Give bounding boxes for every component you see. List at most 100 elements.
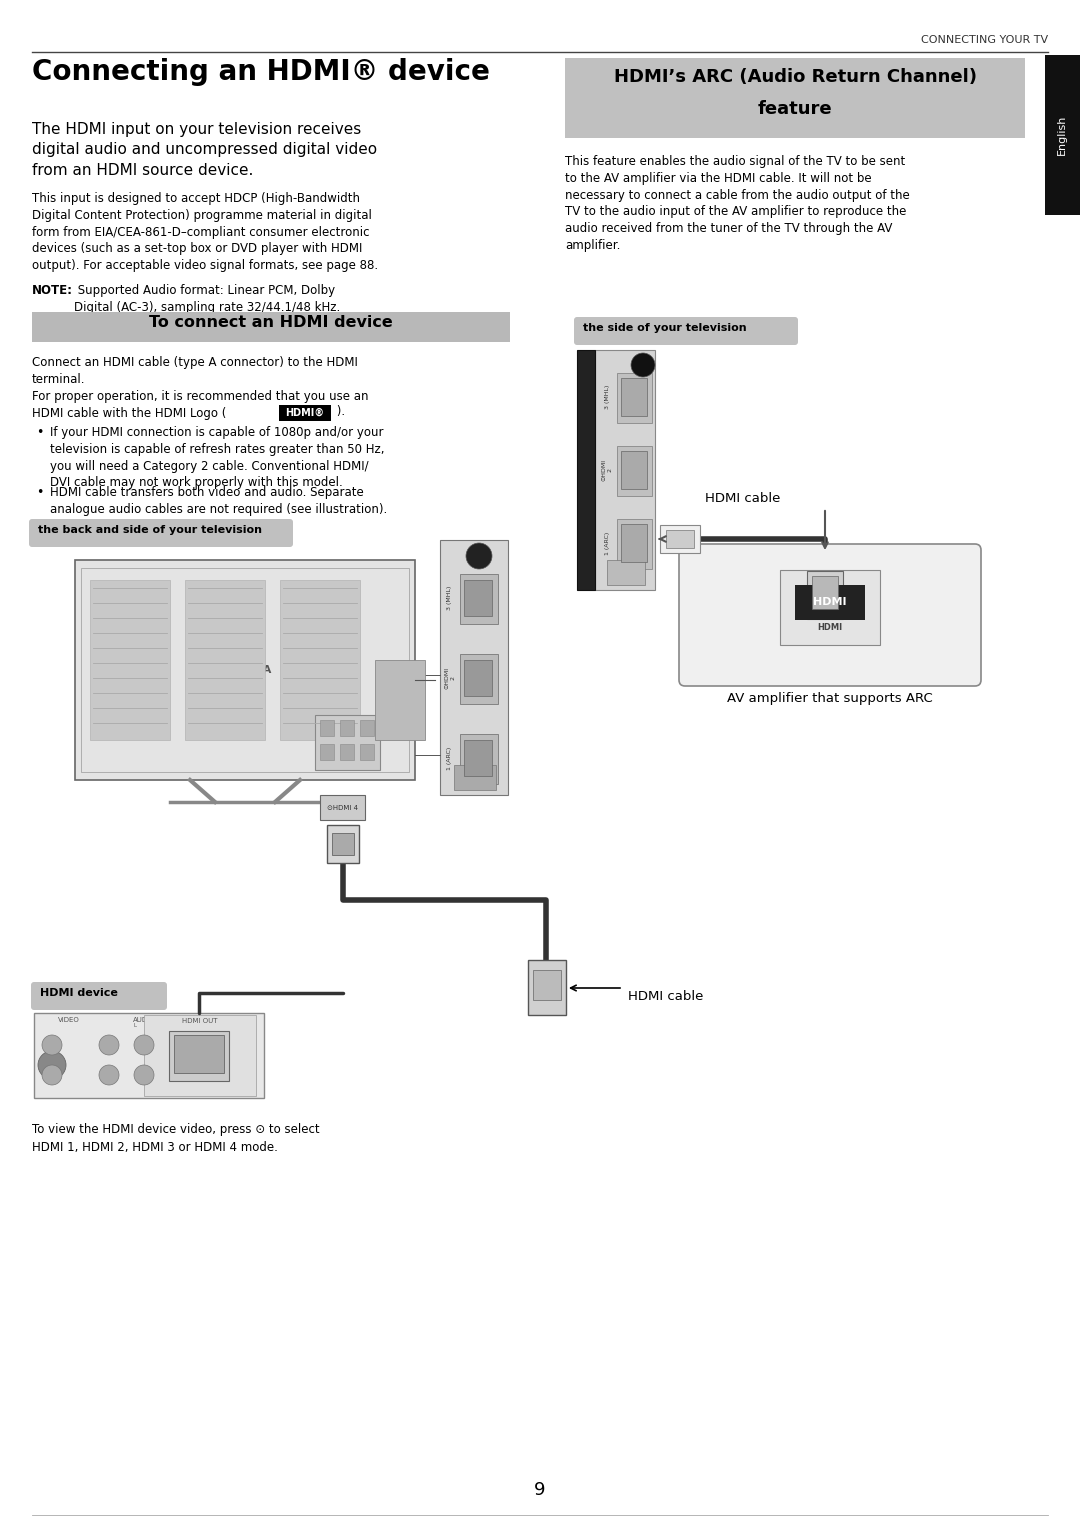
Bar (565, 58, 1025, 138)
Circle shape (38, 1050, 66, 1079)
Circle shape (631, 353, 654, 378)
Bar (617, 373, 652, 424)
Text: This feature enables the audio signal of the TV to be sent
to the AV amplifier v: This feature enables the audio signal of… (565, 154, 909, 252)
Bar (460, 654, 498, 703)
Bar (660, 524, 700, 553)
Text: HDMI cable transfers both video and audio. Separate
analogue audio cables are no: HDMI cable transfers both video and audi… (50, 486, 388, 515)
Bar (81, 567, 409, 772)
Bar (621, 524, 647, 563)
Bar (621, 378, 647, 416)
Bar (528, 960, 566, 1015)
Bar (464, 661, 492, 696)
Text: 1 (ARC): 1 (ARC) (447, 746, 453, 769)
Bar (90, 579, 170, 740)
Bar (595, 350, 654, 590)
Text: HDMI cable: HDMI cable (627, 989, 703, 1003)
Circle shape (99, 1066, 119, 1086)
Text: the side of your television: the side of your television (583, 323, 746, 333)
Circle shape (42, 1066, 62, 1086)
Text: the back and side of your television: the back and side of your television (38, 524, 262, 535)
Bar (174, 1035, 224, 1073)
Circle shape (42, 1035, 62, 1055)
Bar (375, 661, 426, 740)
Bar (440, 540, 508, 795)
Bar (460, 734, 498, 784)
Text: HDMI device: HDMI device (40, 988, 118, 998)
Text: HDMI: HDMI (813, 596, 847, 607)
Text: Connect an HDMI cable (type A connector) to the HDMI
terminal.: Connect an HDMI cable (type A connector)… (32, 356, 357, 385)
Bar (617, 518, 652, 569)
Bar (320, 720, 334, 735)
Text: OUT: OUT (138, 1078, 150, 1083)
Text: HDMI®: HDMI® (285, 408, 325, 417)
Text: TOSHIBA: TOSHIBA (217, 665, 272, 674)
Text: L        R: L R (134, 1023, 154, 1027)
Text: The HDMI input on your television receives
digital audio and uncompressed digita: The HDMI input on your television receiv… (32, 122, 377, 177)
Text: Supported Audio format: Linear PCM, Dolby
Digital (AC-3), sampling rate 32/44.1/: Supported Audio format: Linear PCM, Dolb… (75, 284, 340, 313)
Bar (327, 826, 359, 862)
Text: ⊙HDMI
2: ⊙HDMI 2 (445, 667, 456, 690)
Bar (280, 579, 360, 740)
Circle shape (134, 1066, 154, 1086)
Bar (464, 579, 492, 616)
Bar (340, 745, 354, 760)
Text: feature: feature (758, 99, 833, 118)
Circle shape (134, 1035, 154, 1055)
Bar (32, 312, 510, 342)
Text: HDMI: HDMI (818, 624, 842, 633)
Text: HDMI OUT: HDMI OUT (183, 1018, 218, 1024)
Text: HDMI cable: HDMI cable (705, 492, 781, 505)
Text: CONNECTING YOUR TV: CONNECTING YOUR TV (921, 35, 1048, 44)
Bar (185, 579, 265, 740)
Bar (144, 1015, 256, 1096)
Circle shape (99, 1035, 119, 1055)
Circle shape (465, 543, 492, 569)
Bar (332, 833, 354, 855)
FancyBboxPatch shape (573, 317, 798, 346)
Bar (617, 446, 652, 495)
Bar (534, 969, 561, 1000)
Text: ⊙HDMI
2: ⊙HDMI 2 (602, 459, 612, 482)
Text: AUDIO: AUDIO (133, 1017, 156, 1023)
Bar (75, 560, 415, 780)
Text: AV amplifier that supports ARC: AV amplifier that supports ARC (727, 693, 933, 705)
Bar (812, 576, 838, 609)
Bar (464, 740, 492, 777)
Bar (460, 573, 498, 624)
Text: To view the HDMI device video, press ⊙ to select: To view the HDMI device video, press ⊙ t… (32, 1122, 320, 1136)
Bar (577, 350, 595, 590)
Bar (340, 720, 354, 735)
Text: HDMI’s ARC (Audio Return Channel): HDMI’s ARC (Audio Return Channel) (613, 67, 976, 86)
Bar (666, 531, 694, 547)
Text: English: English (1057, 115, 1067, 154)
Text: Connecting an HDMI® device: Connecting an HDMI® device (32, 58, 490, 86)
Bar (454, 764, 496, 790)
Text: For proper operation, it is recommended that you use an
HDMI cable with the HDMI: For proper operation, it is recommended … (32, 390, 368, 420)
Bar (1045, 55, 1080, 216)
Bar (780, 570, 880, 645)
Bar (279, 405, 330, 420)
Text: This input is designed to accept HDCP (High-Bandwidth
Digital Content Protection: This input is designed to accept HDCP (H… (32, 193, 378, 272)
Bar (33, 1014, 264, 1098)
Text: 9: 9 (535, 1482, 545, 1498)
Text: OUT: OUT (104, 1078, 114, 1083)
Text: ⊙HDMI 4: ⊙HDMI 4 (327, 804, 357, 810)
Text: 1 (ARC): 1 (ARC) (605, 532, 609, 555)
Bar (320, 745, 334, 760)
FancyBboxPatch shape (31, 982, 167, 1011)
Bar (607, 560, 645, 586)
Bar (320, 795, 365, 820)
Text: 3 (MHL): 3 (MHL) (605, 385, 609, 410)
Bar (807, 570, 843, 619)
Bar (621, 451, 647, 489)
Text: If your HDMI connection is capable of 1080p and/or your
television is capable of: If your HDMI connection is capable of 10… (50, 427, 384, 489)
Text: HDMI 1, HDMI 2, HDMI 3 or HDMI 4 mode.: HDMI 1, HDMI 2, HDMI 3 or HDMI 4 mode. (32, 1141, 278, 1154)
FancyBboxPatch shape (679, 544, 981, 687)
Text: VIDEO: VIDEO (58, 1017, 80, 1023)
Text: NOTE:: NOTE: (32, 284, 73, 297)
Bar (168, 1031, 229, 1081)
Bar (360, 745, 374, 760)
Bar (795, 586, 865, 619)
Text: •: • (36, 486, 43, 498)
Bar (315, 716, 380, 771)
